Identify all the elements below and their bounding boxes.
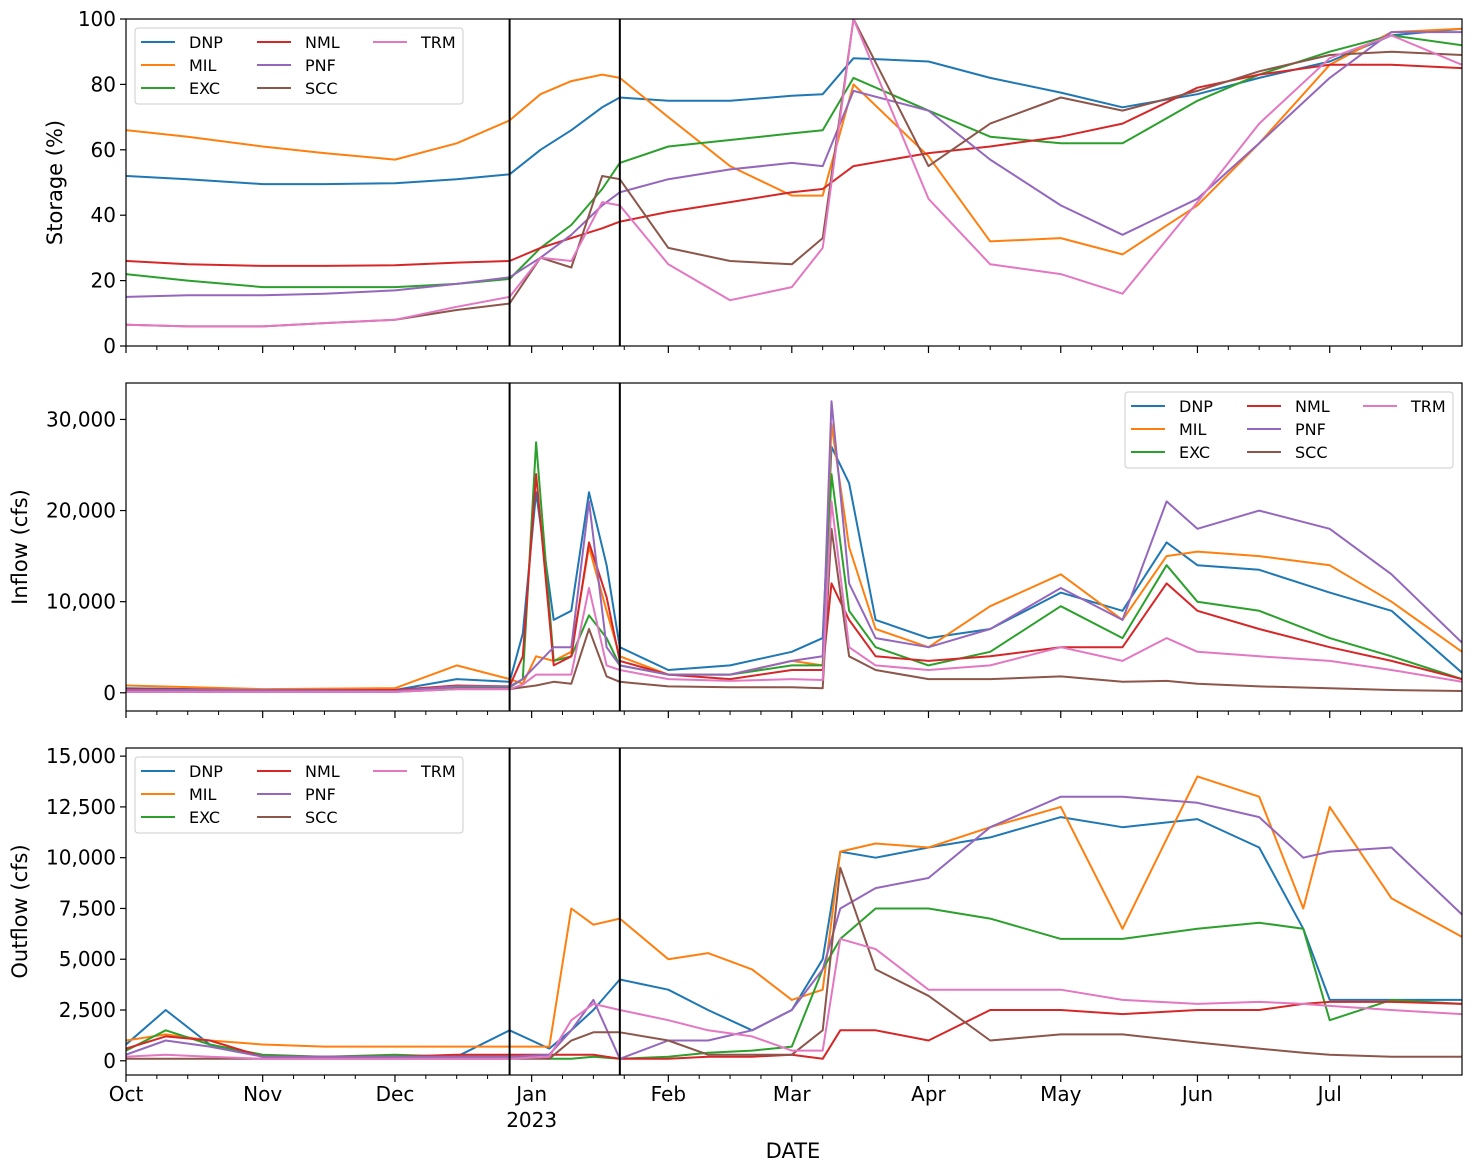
y-tick-label: 0 [103,1049,116,1073]
legend-label: PNF [1295,420,1326,439]
plot-frame [125,747,1463,1076]
x-axis-label: DATE [766,1139,821,1163]
legend-label: MIL [1179,420,1207,439]
legend-box [134,756,464,834]
series-line-pnf [126,795,1462,1060]
legend-label: TRM [420,762,456,781]
y-tick-label: 10,000 [46,590,116,614]
series-line-pnf [126,400,1462,692]
series-line-mil [126,27,1462,256]
y-tick-label: 10,000 [46,846,116,870]
x-tick-year-label: 2023 [506,1108,557,1132]
legend-label: SCC [305,808,338,827]
legend-label: MIL [189,56,217,75]
y-tick-label: 40 [91,203,116,227]
series-line-nml [126,473,1462,691]
series-line-dnp [126,816,1462,1058]
x-tick-label: Dec [376,1082,415,1106]
legend-label: PNF [305,785,336,804]
legend-label: EXC [1179,443,1210,462]
x-tick-label: Nov [243,1082,282,1106]
x-tick-label: Oct [109,1082,144,1106]
y-tick-label: 100 [78,7,116,31]
legend-label: TRM [420,33,456,52]
y-tick-label: 20,000 [46,499,116,523]
y-tick-label: 5,000 [59,947,116,971]
y-tick-label: 12,500 [46,795,116,819]
series-line-scc [126,866,1462,1060]
series-line-exc [126,34,1462,289]
series-lines [126,400,1462,693]
series-line-exc [126,907,1462,1060]
series-line-mil [126,775,1462,1048]
legend-label: NML [305,33,340,52]
storage-panel: 0 20 40 60 80 100 Storage (%) DNP MIL EXC NML PNF SC… [43,7,1463,358]
series-line-trm [126,19,1462,328]
plot-frame [125,382,1463,712]
legend-label: TRM [1410,397,1446,416]
legend-label: MIL [189,785,217,804]
legend-label: DNP [189,33,223,52]
legend: DNP MIL EXC NML PNF SCC TRM [134,27,464,105]
y-tick-label: 0 [103,334,116,358]
y-tick-label: 2,500 [59,998,116,1022]
series-lines [126,19,1462,328]
series-line-nml [126,63,1462,267]
legend-label: DNP [1179,397,1213,416]
outflow-panel: 0 2,500 5,000 7,500 10,000 12,500 15,000 Oct Nov… [8,744,1463,1132]
legend-label: DNP [189,762,223,781]
legend-label: NML [1295,397,1330,416]
x-tick-label: Jan [514,1082,547,1106]
x-tick-label: Jun [1180,1082,1213,1106]
series-line-pnf [126,31,1462,298]
y-tick-label: 60 [91,138,116,162]
series-lines [126,775,1462,1060]
legend: DNP MIL EXC NML PNF SCC TRM [1124,391,1454,469]
legend-label: NML [305,762,340,781]
x-tick-label: Apr [911,1082,946,1106]
legend-box [1124,391,1454,469]
series-line-trm [126,937,1462,1060]
x-tick-label: Feb [651,1082,686,1106]
y-tick-label: 7,500 [59,896,116,920]
x-tick-label: May [1040,1082,1082,1106]
y-tick-label: 15,000 [46,744,116,768]
y-tick-label: 80 [91,72,116,96]
series-line-scc [126,527,1462,693]
series-line-exc [126,441,1462,692]
y-tick-label: 0 [103,681,116,705]
y-axis-label: Storage (%) [43,120,67,245]
legend-label: SCC [305,79,338,98]
series-line-dnp [126,27,1462,186]
y-axis-label: Outflow (cfs) [8,844,32,978]
legend-label: PNF [305,56,336,75]
x-tick-label: Jul [1316,1082,1342,1106]
legend-label: EXC [189,808,220,827]
x-tick-label: Mar [773,1082,812,1106]
series-line-trm [126,500,1462,693]
inflow-panel: 0 10,000 20,000 30,000 Inflow (cfs) DNP MIL EXC… [8,382,1463,718]
plot-frame [125,18,1463,347]
legend-label: SCC [1295,443,1328,462]
y-axis-label: Inflow (cfs) [8,489,32,605]
legend: DNP MIL EXC NML PNF SCC TRM [134,756,464,834]
y-tick-label: 20 [91,269,116,293]
y-tick-label: 30,000 [46,407,116,431]
legend-label: EXC [189,79,220,98]
series-line-dnp [126,445,1462,691]
legend-box [134,27,464,105]
